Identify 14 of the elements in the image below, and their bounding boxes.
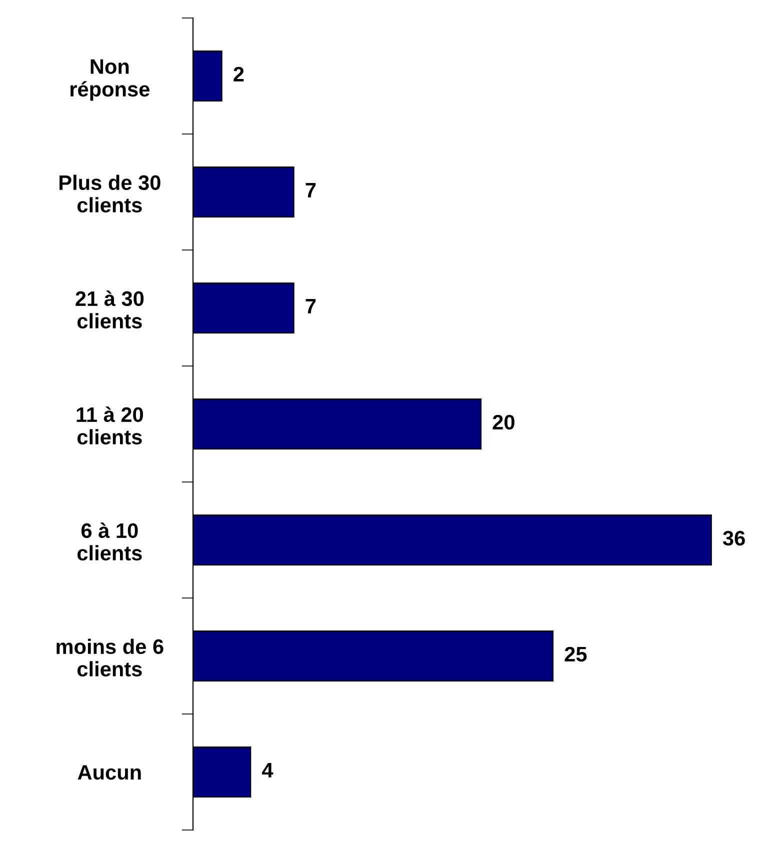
y-tick-label: Non réponse <box>70 59 150 101</box>
data-label: 7 <box>306 299 316 314</box>
data-label: 4 <box>262 763 274 778</box>
data-label: 7 <box>306 183 316 198</box>
y-tick-label: 6 à 10 clients <box>77 522 142 560</box>
y-tick-label: 21 à 30 clients <box>76 290 144 328</box>
data-label: 20 <box>492 414 514 430</box>
data-label: 2 <box>234 66 244 82</box>
y-tick-label: Plus de 30 clients <box>60 174 160 212</box>
y-tick-label: 11 à 20 clients <box>76 406 143 444</box>
data-label: 25 <box>564 646 587 662</box>
y-tick-label: moins de 6 clients <box>56 638 164 676</box>
data-label: 36 <box>722 530 745 546</box>
y-tick-label: Aucun <box>78 765 141 780</box>
